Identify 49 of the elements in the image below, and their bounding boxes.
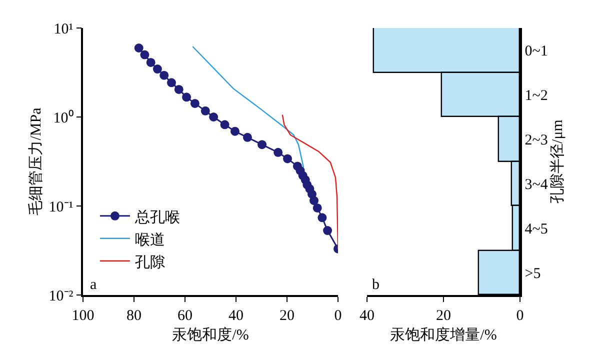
point — [160, 70, 169, 80]
x-tick-label: 100 — [72, 308, 94, 324]
y-tick-label: 10⁰ — [53, 109, 74, 126]
y-tick-label: 2~3 — [524, 132, 548, 148]
y-tick-label: 0~1 — [524, 44, 548, 60]
legend-label: 喉道 — [134, 231, 165, 248]
point — [310, 196, 319, 206]
annotation: a — [90, 277, 97, 293]
point — [323, 226, 332, 236]
x-tick-label: 40 — [360, 308, 374, 324]
point — [209, 112, 218, 122]
y-axis-title: 毛细管压力/MPa — [28, 107, 44, 216]
y-tick-label: >5 — [524, 266, 541, 282]
y-tick-label: 1~2 — [524, 88, 548, 104]
point — [318, 213, 327, 222]
x-tick-label: 40 — [228, 308, 244, 324]
y-tick-label: 10⁻¹ — [48, 199, 74, 216]
point — [146, 58, 156, 67]
point — [220, 120, 230, 130]
y-tick-label: 10¹ — [54, 21, 74, 38]
point — [274, 148, 283, 157]
x-tick-label: 80 — [126, 308, 142, 324]
point — [190, 98, 200, 108]
legend-label: 孔隙 — [134, 254, 165, 271]
x-tick-label: 0 — [334, 308, 342, 324]
point — [152, 64, 162, 74]
x-axis-title: 汞饱和度/% — [172, 326, 249, 344]
legend-label: 总孔喉 — [134, 208, 180, 226]
point — [140, 50, 150, 60]
point — [182, 92, 192, 102]
point — [230, 126, 240, 136]
point — [242, 132, 252, 142]
x-tick-label: 0 — [516, 308, 524, 324]
point — [166, 78, 176, 88]
point — [283, 154, 292, 164]
point — [134, 44, 144, 52]
point — [312, 203, 322, 212]
point — [200, 106, 210, 116]
y-axis-title: 孔隙半径/μm — [548, 119, 566, 204]
y-tick-label: 4~5 — [524, 222, 548, 238]
x-tick-label: 20 — [436, 308, 451, 324]
x-tick-label: 60 — [178, 308, 192, 324]
point — [174, 84, 184, 94]
x-axis-title: 汞饱和度增量/% — [390, 326, 497, 344]
y-tick-label: 3~4 — [524, 177, 548, 193]
y-tick-label: 10⁻² — [48, 288, 74, 304]
point — [258, 140, 267, 150]
x-tick-label: 20 — [280, 308, 294, 324]
annotation: b — [372, 277, 380, 293]
